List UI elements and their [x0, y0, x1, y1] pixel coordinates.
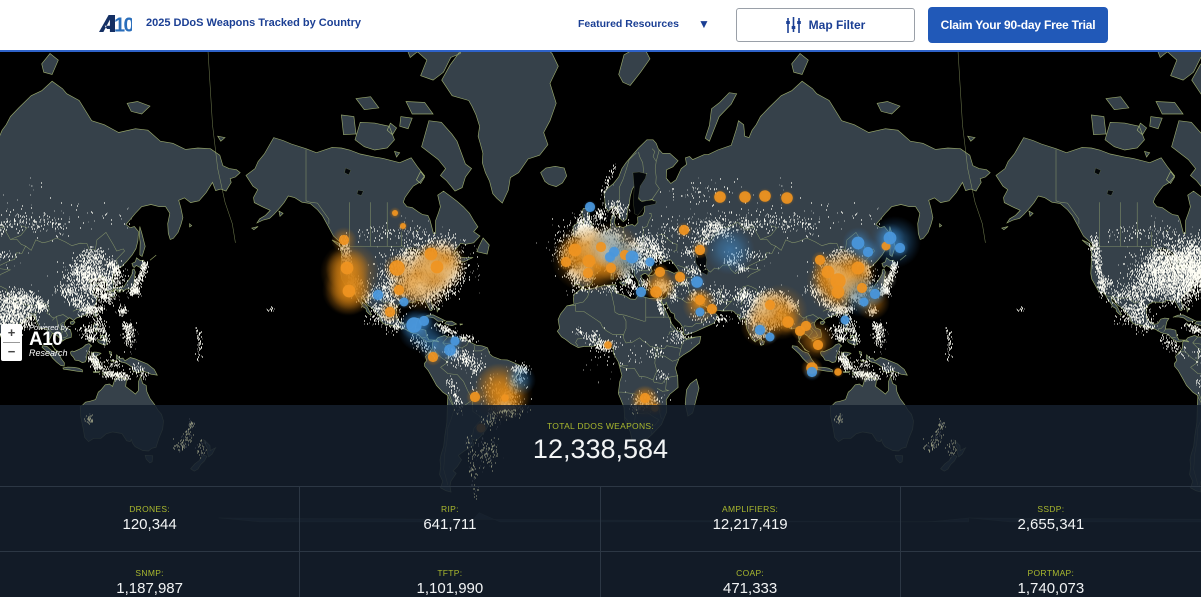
svg-text:10: 10: [114, 15, 132, 32]
